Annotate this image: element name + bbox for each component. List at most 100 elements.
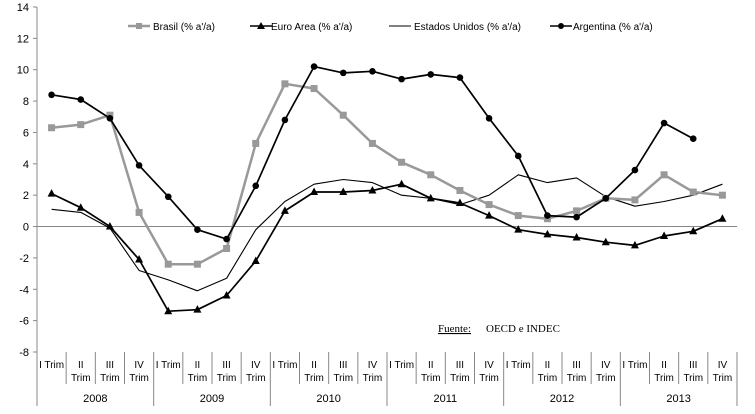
- data-point: [369, 67, 376, 75]
- data-point: [77, 121, 85, 129]
- data-point: [310, 63, 318, 70]
- data-point: [718, 214, 727, 222]
- x-tick-label: II Trim: [71, 360, 91, 384]
- data-point: [543, 229, 552, 238]
- x-tick-label: III Trim: [217, 360, 237, 384]
- data-point: [689, 226, 698, 235]
- y-tick-label: -8: [19, 347, 29, 359]
- data-point: [223, 235, 230, 243]
- series-line: [51, 183, 723, 313]
- data-point: [105, 222, 114, 230]
- data-point: [339, 69, 347, 77]
- data-point: [631, 196, 639, 204]
- x-tick-label: I Trim: [156, 360, 181, 371]
- data-point: [572, 233, 581, 241]
- data-point: [602, 195, 610, 202]
- data-point: [280, 206, 289, 214]
- legend-label-estados-unidos: Estados Unidos (% a'/a): [414, 22, 521, 33]
- y-tick-label: -2: [19, 253, 29, 265]
- x-tick-label: II Trim: [421, 360, 441, 384]
- data-point: [310, 187, 319, 196]
- data-point: [601, 237, 610, 246]
- series-euro: [47, 179, 727, 315]
- x-tick-label: III Trim: [567, 360, 587, 384]
- data-point: [630, 240, 639, 249]
- data-point: [631, 166, 639, 174]
- x-tick-label: III Trim: [450, 360, 470, 384]
- legend: Brasil (% a'/a) Euro Area (% a'/a) Estad…: [128, 22, 653, 33]
- legend-item-brasil: Brasil (% a'/a): [128, 22, 215, 33]
- data-point: [164, 260, 172, 268]
- x-tick-label: III Trim: [333, 360, 353, 384]
- data-point: [339, 187, 348, 196]
- data-point: [252, 182, 260, 190]
- legend-item-euro-area: Euro Area (% a'/a): [250, 22, 352, 33]
- x-tick-label: IV Trim: [246, 360, 266, 384]
- legend-item-estados-unidos: Estados Unidos (% a'/a): [389, 22, 521, 33]
- legend-label-brasil: Brasil (% a'/a): [153, 22, 215, 33]
- data-point: [48, 91, 55, 99]
- data-point: [339, 111, 347, 119]
- triangle-marker-icon: [257, 22, 265, 29]
- y-tick-label: 6: [23, 127, 29, 139]
- legend-label-euro-area: Euro Area (% a'/a): [271, 22, 352, 33]
- data-point: [193, 305, 202, 313]
- x-tick-label: III Trim: [100, 360, 120, 384]
- data-point: [660, 231, 669, 239]
- source-text: OECD e INDEC: [486, 323, 560, 335]
- data-point: [514, 212, 522, 220]
- data-point: [485, 115, 493, 122]
- x-tick-label: IV Trim: [713, 360, 733, 384]
- x-tick-label: I Trim: [506, 360, 531, 371]
- series-layer: [47, 63, 727, 315]
- data-point: [48, 124, 56, 132]
- data-point: [660, 119, 668, 127]
- data-point: [368, 139, 376, 147]
- x-tick-label: I Trim: [39, 360, 64, 371]
- y-tick-label: 10: [17, 65, 29, 77]
- data-point: [573, 213, 580, 221]
- series-argentina: [48, 63, 697, 243]
- data-point: [427, 71, 435, 78]
- x-tick-label: IV Trim: [363, 360, 383, 384]
- y-tick-label: 4: [23, 159, 29, 171]
- data-point: [106, 115, 114, 122]
- square-marker-icon: [136, 23, 142, 29]
- data-point: [368, 185, 377, 194]
- y-tick-label: 12: [17, 33, 29, 45]
- data-point: [485, 201, 493, 209]
- series-line: [51, 82, 723, 266]
- x-tick-label: I Trim: [272, 360, 297, 371]
- y-tick-label: -6: [19, 316, 29, 328]
- series-brasil: [48, 80, 726, 268]
- data-point: [223, 245, 231, 252]
- data-point: [398, 75, 405, 83]
- data-point: [135, 208, 143, 216]
- x-tick-label: I Trim: [622, 360, 647, 371]
- data-point: [76, 203, 85, 211]
- y-tick-label: -4: [19, 284, 29, 296]
- data-point: [456, 186, 464, 194]
- series-line: [51, 65, 694, 240]
- x-year-label: 2013: [666, 393, 690, 405]
- data-point: [456, 74, 464, 81]
- data-point: [164, 306, 173, 315]
- x-tick-label: III Trim: [683, 360, 703, 384]
- x-tick-label: I Trim: [389, 360, 414, 371]
- data-point: [455, 198, 464, 207]
- x-year-label: 2008: [83, 393, 107, 405]
- x-year-label: 2010: [316, 393, 340, 405]
- circle-marker-icon: [558, 23, 564, 29]
- x-tick-label: IV Trim: [129, 360, 149, 384]
- data-point: [135, 254, 144, 263]
- data-point: [397, 179, 406, 188]
- series-estados: [51, 174, 723, 292]
- data-point: [164, 193, 172, 201]
- source-note: Fuente: OECD e INDEC: [438, 323, 560, 335]
- data-point: [514, 225, 523, 233]
- data-point: [194, 226, 201, 233]
- data-point: [426, 193, 435, 202]
- source-label: Fuente:: [438, 323, 471, 335]
- data-point: [77, 96, 85, 103]
